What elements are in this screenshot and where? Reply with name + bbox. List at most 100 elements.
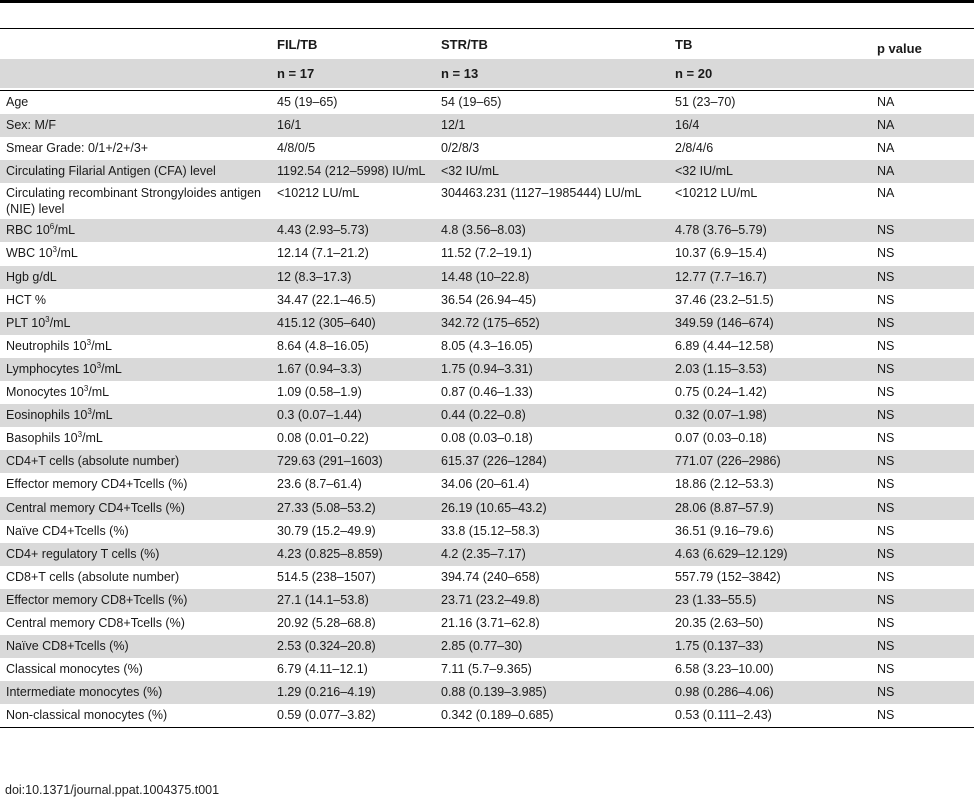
- tb-value: 16/4: [675, 118, 700, 133]
- p-value: NS: [877, 523, 895, 538]
- table-row: Central memory CD8+Tcells (%) 20.92 (5.28…: [0, 612, 974, 635]
- row-label: Circulating recombinant Strongyloides an…: [6, 186, 262, 217]
- tb-value: <32 IU/mL: [675, 164, 734, 179]
- p-value: NS: [877, 662, 895, 677]
- row-label: Smear Grade: 0/1+/2+/3+: [6, 141, 149, 156]
- row-label: Effector memory CD4+Tcells (%): [6, 477, 188, 492]
- p-value: NS: [877, 546, 895, 561]
- row-label: Sex: M/F: [6, 118, 57, 133]
- table-row: Classical monocytes (%) 6.79 (4.11–12.1) 7…: [0, 658, 974, 681]
- table-row: Intermediate monocytes (%) 1.29 (0.216–4.…: [0, 681, 974, 705]
- fil-tb-value: 2.53 (0.324–20.8): [277, 639, 376, 654]
- column-header-tb: TB: [675, 37, 693, 52]
- row-label: HCT %: [6, 292, 47, 307]
- n-tb: n = 20: [675, 66, 713, 81]
- fil-tb-value: 514.5 (238–1507): [277, 569, 376, 584]
- row-label: Circulating Filarial Antigen (CFA) level: [6, 164, 216, 179]
- fil-tb-value: 27.1 (14.1–53.8): [277, 592, 369, 607]
- row-label: Intermediate monocytes (%): [6, 685, 163, 700]
- p-value: NS: [877, 431, 895, 446]
- row-label: PLT 103/mL: [6, 314, 71, 330]
- p-value: NS: [877, 685, 895, 700]
- fil-tb-value: 1.67 (0.94–3.3): [277, 361, 362, 376]
- p-value: NS: [877, 569, 895, 584]
- fil-tb-value: 34.47 (22.1–46.5): [277, 292, 376, 307]
- n-fil-tb: n = 17: [277, 66, 315, 81]
- row-label: Central memory CD8+Tcells (%): [6, 615, 185, 630]
- tb-value: 0.75 (0.24–1.42): [675, 385, 767, 400]
- p-value: NS: [877, 292, 895, 307]
- p-value: NS: [877, 500, 895, 515]
- header-top-rule: [0, 28, 974, 29]
- str-tb-value: 394.74 (240–658): [441, 569, 540, 584]
- tb-value: 1.75 (0.137–33): [675, 639, 764, 654]
- tb-value: 0.53 (0.111–2.43): [675, 708, 772, 723]
- table-row: Lymphocytes 103/mL 1.67 (0.94–3.3) 1.75 (0…: [0, 357, 974, 382]
- p-value: NS: [877, 592, 895, 607]
- str-tb-value: 0.87 (0.46–1.33): [441, 385, 533, 400]
- table-row: Circulating Filarial Antigen (CFA) level…: [0, 160, 974, 184]
- tb-value: 28.06 (8.87–57.9): [675, 500, 774, 515]
- table-body: Age 45 (19–65) 54 (19–65) 51 (23–70) NA Sex: …: [0, 91, 974, 727]
- row-label: Naïve CD8+Tcells (%): [6, 639, 129, 654]
- tb-value: 0.98 (0.286–4.06): [675, 685, 774, 700]
- table-row: Non-classical monocytes (%) 0.59 (0.077–3…: [0, 704, 974, 727]
- row-label: Eosinophils 103/mL: [6, 406, 113, 423]
- p-value: NA: [877, 164, 895, 179]
- str-tb-value: 4.8 (3.56–8.03): [441, 223, 526, 238]
- fil-tb-value: 0.3 (0.07–1.44): [277, 408, 362, 423]
- fil-tb-value: 30.79 (15.2–49.9): [277, 523, 376, 538]
- row-label: CD8+T cells (absolute number): [6, 569, 180, 584]
- row-label: Monocytes 103/mL: [6, 383, 110, 400]
- str-tb-value: 1.75 (0.94–3.31): [441, 361, 533, 376]
- data-table: FIL/TB STR/TB TB p value n = 17 n = 13 n…: [0, 28, 974, 729]
- tb-value: 23 (1.33–55.5): [675, 592, 757, 607]
- p-value: NS: [877, 361, 895, 376]
- str-tb-value: 0.44 (0.22–0.8): [441, 408, 526, 423]
- column-header-p-value: p value: [877, 41, 922, 56]
- table-row: Sex: M/F 16/1 12/1 16/4 NA: [0, 114, 974, 138]
- p-value: NS: [877, 315, 895, 330]
- tb-value: 0.07 (0.03–0.18): [675, 431, 767, 446]
- str-tb-value: 21.16 (3.71–62.8): [441, 615, 540, 630]
- p-value: NA: [877, 186, 895, 201]
- fil-tb-value: 27.33 (5.08–53.2): [277, 500, 376, 515]
- fil-tb-value: 4.23 (0.825–8.859): [277, 546, 383, 561]
- row-label: Naïve CD4+Tcells (%): [6, 523, 129, 538]
- n-str-tb: n = 13: [441, 66, 479, 81]
- fil-tb-value: 4/8/0/5: [277, 141, 316, 156]
- row-label: Central memory CD4+Tcells (%): [6, 500, 185, 515]
- tb-value: 51 (23–70): [675, 95, 736, 109]
- table-row: CD4+T cells (absolute number) 729.63 (291…: [0, 450, 974, 474]
- row-label: Effector memory CD8+Tcells (%): [6, 592, 188, 607]
- table-row: Naïve CD4+Tcells (%) 30.79 (15.2–49.9) 33.…: [0, 520, 974, 543]
- fil-tb-value: 0.59 (0.077–3.82): [277, 708, 376, 723]
- header-row: FIL/TB STR/TB TB p value: [0, 29, 974, 60]
- tb-value: 2.03 (1.15–3.53): [675, 361, 767, 376]
- row-label: Non-classical monocytes (%): [6, 708, 168, 723]
- table-row: HCT % 34.47 (22.1–46.5) 36.54 (26.94–45) 37…: [0, 289, 974, 312]
- table-row: CD8+T cells (absolute number) 514.5 (238–…: [0, 566, 974, 589]
- p-value: NS: [877, 639, 895, 654]
- str-tb-value: 342.72 (175–652): [441, 315, 540, 330]
- str-tb-value: 23.71 (23.2–49.8): [441, 592, 540, 607]
- p-value: NS: [877, 615, 895, 630]
- fil-tb-value: 16/1: [277, 118, 302, 133]
- table-row: CD4+ regulatory T cells (%) 4.23 (0.825–8…: [0, 542, 974, 566]
- tb-value: 18.86 (2.12–53.3): [675, 477, 774, 492]
- fil-tb-value: 1.09 (0.58–1.9): [277, 385, 362, 400]
- body-top-rule: [0, 90, 974, 91]
- p-value: NS: [877, 385, 895, 400]
- row-label: RBC 106/mL: [6, 222, 76, 238]
- str-tb-value: <32 IU/mL: [441, 164, 500, 179]
- p-value: NA: [877, 141, 895, 156]
- p-value: NA: [877, 95, 895, 109]
- p-value: NS: [877, 454, 895, 469]
- table-row: Circulating recombinant Strongyloides an…: [0, 183, 974, 219]
- row-label: CD4+ regulatory T cells (%): [6, 546, 160, 561]
- table-bottom-rule: [0, 727, 974, 729]
- top-rule: [0, 0, 974, 3]
- tb-value: 36.51 (9.16–79.6): [675, 523, 774, 538]
- fil-tb-value: 0.08 (0.01–0.22): [277, 431, 369, 446]
- p-value: NS: [877, 246, 895, 261]
